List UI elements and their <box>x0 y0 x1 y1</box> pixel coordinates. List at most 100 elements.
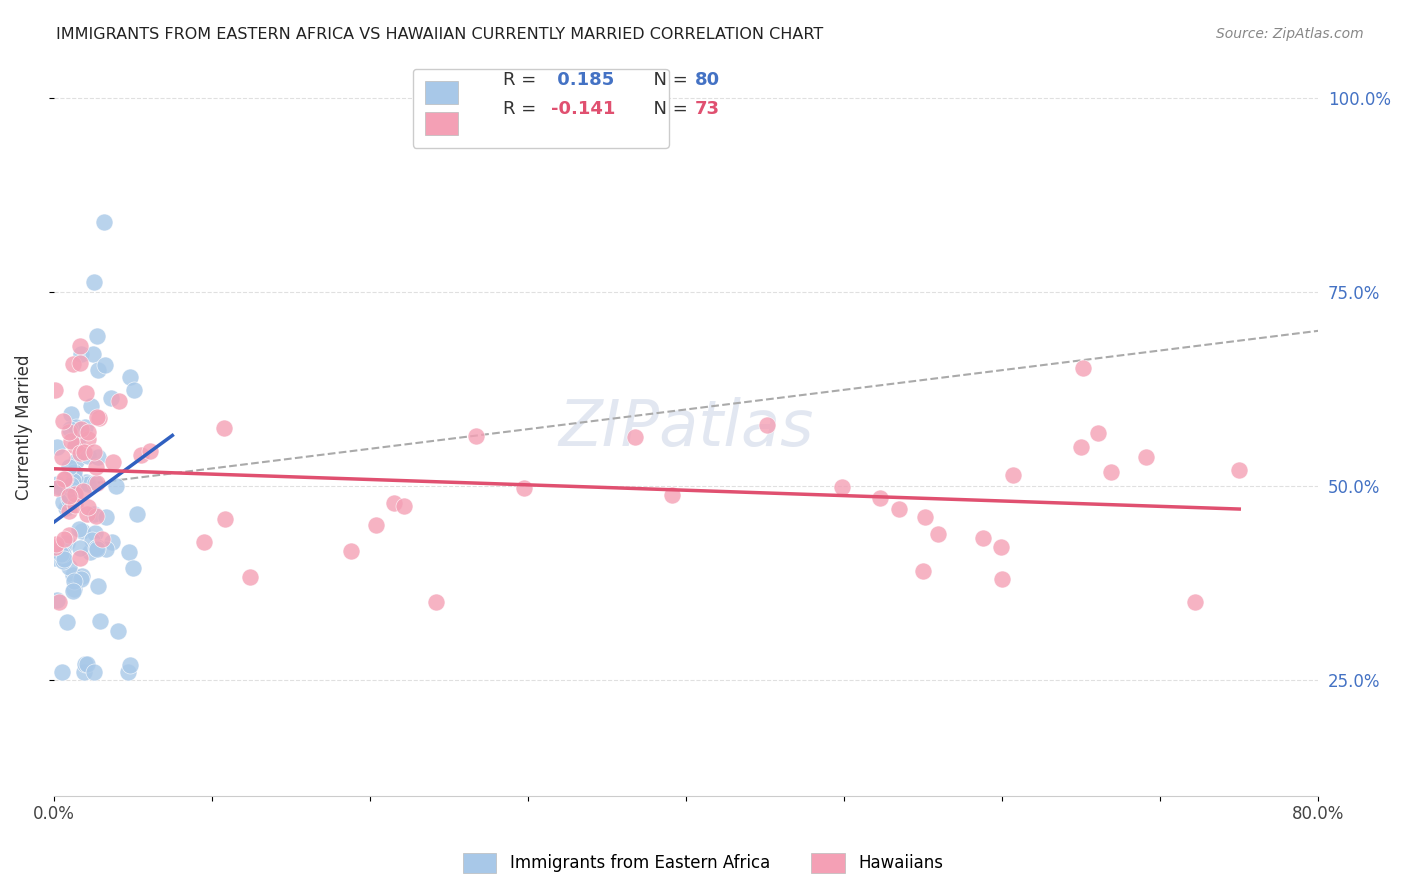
Point <box>63 465 86 479</box>
Point <box>86 328 108 343</box>
Point <box>45 544 67 558</box>
Point <box>60 477 83 491</box>
Point <box>75 657 97 671</box>
Point <box>83 665 105 679</box>
Point <box>89 614 111 628</box>
Point <box>1184 595 1206 609</box>
Point <box>117 665 139 679</box>
Point <box>52 483 75 497</box>
Point <box>75 385 97 400</box>
Point <box>44 550 66 565</box>
Point <box>394 500 416 514</box>
Point <box>63 574 86 588</box>
Point <box>52 414 75 428</box>
Point <box>69 445 91 459</box>
Point <box>52 472 75 486</box>
Point <box>94 359 117 373</box>
Point <box>58 527 80 541</box>
Point <box>384 496 406 510</box>
Point <box>83 508 105 522</box>
Point <box>77 477 100 491</box>
Point <box>624 430 647 444</box>
Point <box>69 572 91 586</box>
Point <box>49 547 72 561</box>
Point <box>118 545 141 559</box>
Text: ZIPatlas: ZIPatlas <box>558 397 814 458</box>
Point <box>46 477 69 491</box>
Point <box>107 394 129 409</box>
Point <box>103 455 125 469</box>
Point <box>990 540 1012 554</box>
Point <box>756 417 779 432</box>
Point <box>63 498 86 512</box>
Point <box>869 491 891 505</box>
Point <box>1099 465 1122 479</box>
Point <box>914 510 936 524</box>
Point <box>46 441 69 455</box>
Point <box>69 347 91 361</box>
Point <box>87 450 110 464</box>
Point <box>84 508 107 523</box>
Text: R =: R = <box>503 70 541 88</box>
Point <box>62 357 84 371</box>
Text: -0.141: -0.141 <box>551 100 616 118</box>
Point <box>125 507 148 521</box>
Text: Source: ZipAtlas.com: Source: ZipAtlas.com <box>1216 27 1364 41</box>
Point <box>1227 463 1250 477</box>
Point <box>214 512 236 526</box>
Point <box>93 215 115 229</box>
Text: N =: N = <box>641 100 693 118</box>
Point <box>66 435 89 450</box>
Point <box>831 480 853 494</box>
Point <box>84 526 107 541</box>
Point <box>86 579 108 593</box>
Point <box>75 475 97 489</box>
Point <box>927 527 949 541</box>
Point <box>53 472 76 486</box>
Point <box>82 347 104 361</box>
Point <box>84 541 107 556</box>
Point <box>340 543 363 558</box>
Point <box>1070 440 1092 454</box>
Point <box>53 532 76 546</box>
Point <box>59 422 82 436</box>
Point <box>72 483 94 498</box>
Point <box>52 495 75 509</box>
Point <box>82 533 104 548</box>
Point <box>73 419 96 434</box>
Point <box>63 487 86 501</box>
Point <box>59 407 82 421</box>
Point <box>89 411 111 425</box>
Point <box>69 541 91 555</box>
Point <box>69 551 91 566</box>
Point <box>425 595 447 609</box>
Point <box>58 491 80 506</box>
Point <box>58 459 80 474</box>
Point <box>239 570 262 584</box>
Point <box>60 482 83 496</box>
Point <box>86 542 108 557</box>
Point <box>45 537 67 551</box>
Point <box>96 541 118 556</box>
Point <box>63 582 86 596</box>
Point <box>120 658 142 673</box>
Legend:                                 ,                                 : , <box>412 69 669 147</box>
Point <box>101 534 124 549</box>
Point <box>83 476 105 491</box>
Point <box>193 534 215 549</box>
Point <box>44 540 66 554</box>
Point <box>62 583 84 598</box>
Text: N =: N = <box>641 70 693 88</box>
Point <box>52 554 75 568</box>
Point <box>53 552 76 566</box>
Point <box>84 460 107 475</box>
Point <box>69 356 91 370</box>
Text: 80: 80 <box>695 70 720 88</box>
Point <box>73 665 96 679</box>
Point <box>105 479 128 493</box>
Point <box>889 502 911 516</box>
Point <box>62 567 84 582</box>
Point <box>139 443 162 458</box>
Point <box>65 438 87 452</box>
Point <box>59 434 82 448</box>
